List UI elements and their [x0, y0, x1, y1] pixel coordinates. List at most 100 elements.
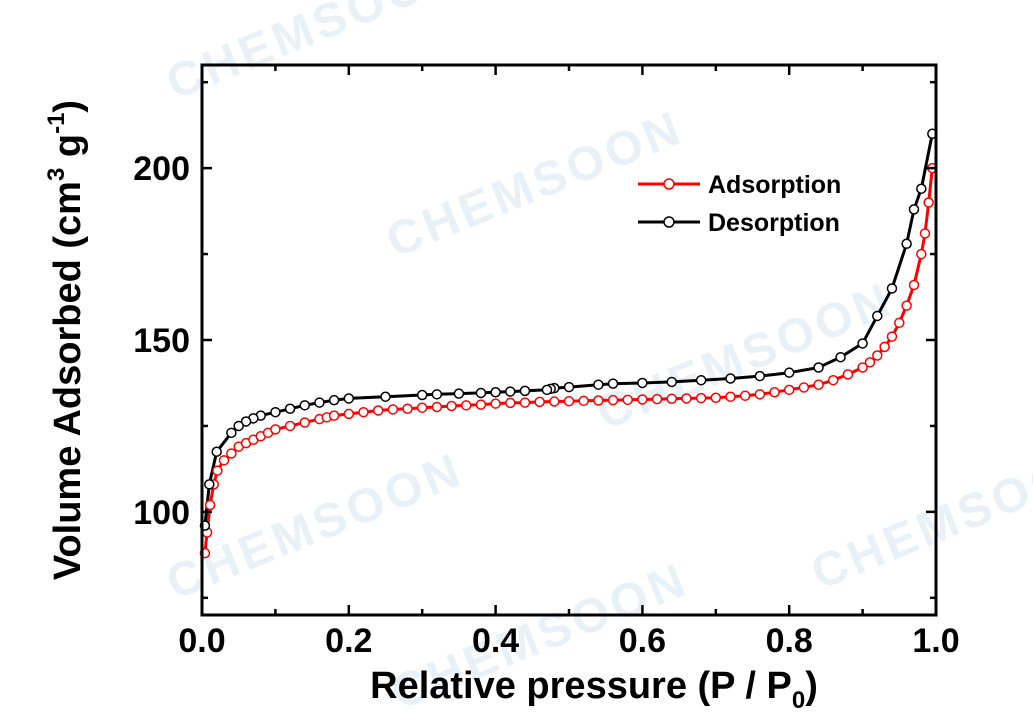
- data-point-adsorption: [607, 394, 619, 406]
- data-point-adsorption: [372, 405, 384, 416]
- data-point-desorption: [380, 391, 391, 402]
- data-point-desorption: [872, 310, 883, 322]
- data-point-desorption: [299, 400, 311, 411]
- data-point-desorption: [505, 386, 516, 397]
- data-point-desorption: [284, 403, 296, 414]
- x-tick-label: 0.4: [472, 622, 519, 660]
- data-point-desorption: [204, 479, 215, 490]
- x-axis-title-main: Relative pressure (P / P: [370, 665, 792, 707]
- data-point-desorption: [857, 338, 868, 349]
- data-point-adsorption: [505, 397, 516, 409]
- data-point-adsorption: [710, 392, 722, 403]
- data-point-desorption: [637, 377, 648, 389]
- x-axis-title-subscript: 0: [792, 687, 805, 714]
- data-point-desorption: [240, 416, 252, 427]
- data-point-desorption: [211, 446, 222, 457]
- data-point-desorption: [416, 389, 428, 401]
- data-point-adsorption: [739, 390, 751, 401]
- data-point-desorption: [813, 362, 824, 373]
- data-point-desorption: [593, 379, 604, 390]
- legend-label-adsorption: Adsorption: [708, 171, 841, 199]
- data-point-adsorption: [490, 398, 501, 409]
- data-point-adsorption: [578, 395, 589, 407]
- data-point-adsorption: [534, 396, 545, 408]
- y-axis-title-superscript-1: 3: [43, 168, 70, 181]
- y-axis-title-end: ): [47, 100, 89, 113]
- x-tick-label: 0.8: [766, 622, 813, 660]
- legend: Adsorption Desorption: [638, 171, 841, 237]
- data-point-adsorption: [475, 399, 487, 410]
- data-point-adsorption: [857, 362, 868, 373]
- data-point-adsorption: [563, 395, 575, 407]
- data-point-desorption: [886, 283, 898, 294]
- data-point-adsorption: [460, 400, 472, 411]
- data-point-adsorption: [894, 317, 905, 329]
- y-axis-title-superscript-2: -1: [43, 113, 70, 134]
- data-point-adsorption: [923, 197, 934, 208]
- data-point-adsorption: [798, 382, 810, 393]
- data-point-adsorption: [549, 396, 560, 407]
- series-layer: [199, 128, 938, 559]
- data-point-adsorption: [226, 448, 237, 459]
- data-point-adsorption: [783, 384, 795, 396]
- data-point-adsorption: [725, 391, 736, 402]
- y-axis-title-main: Volume Adsorbed (cm: [47, 181, 89, 580]
- data-point-adsorption: [402, 403, 413, 414]
- y-tick-label: 150: [133, 322, 190, 360]
- data-point-adsorption: [622, 394, 633, 406]
- y-tick-label: 200: [133, 150, 190, 188]
- data-point-desorption: [541, 384, 553, 396]
- data-point-desorption: [916, 183, 927, 194]
- y-tick-label: 100: [133, 494, 190, 532]
- data-point-adsorption: [637, 394, 648, 405]
- data-point-desorption: [519, 385, 531, 397]
- data-point-adsorption: [343, 408, 355, 420]
- data-point-adsorption: [879, 341, 890, 353]
- data-point-desorption: [666, 376, 678, 388]
- data-point-adsorption: [666, 393, 678, 405]
- legend-marker-desorption: [663, 216, 675, 228]
- data-point-adsorption: [901, 300, 912, 311]
- data-point-adsorption: [916, 248, 927, 260]
- data-point-adsorption: [842, 369, 854, 380]
- data-point-desorption: [695, 374, 707, 386]
- data-point-adsorption: [299, 417, 311, 428]
- x-axis-title-end: ): [805, 665, 818, 707]
- data-point-desorption: [431, 389, 443, 400]
- data-point-adsorption: [754, 389, 766, 400]
- data-point-adsorption: [212, 465, 223, 476]
- data-point-adsorption: [519, 397, 531, 408]
- data-point-adsorption: [651, 393, 663, 405]
- watermark-text: CHEMSOON: [159, 0, 471, 110]
- data-point-adsorption: [358, 406, 369, 418]
- data-point-desorption: [908, 204, 920, 215]
- data-point-desorption: [754, 370, 766, 382]
- data-point-adsorption: [813, 379, 824, 390]
- data-point-desorption: [835, 351, 846, 363]
- data-point-desorption: [490, 387, 501, 398]
- data-point-adsorption: [446, 400, 457, 412]
- data-point-adsorption: [886, 331, 898, 342]
- data-point-desorption: [453, 388, 465, 399]
- data-point-adsorption: [218, 455, 230, 466]
- data-point-adsorption: [270, 424, 281, 435]
- data-point-desorption: [607, 378, 619, 389]
- data-point-adsorption: [864, 357, 876, 368]
- data-point-desorption: [563, 381, 575, 393]
- data-point-desorption: [725, 373, 736, 384]
- data-point-desorption: [328, 394, 340, 406]
- data-point-adsorption: [827, 374, 839, 386]
- data-point-adsorption: [593, 395, 604, 406]
- data-point-adsorption: [284, 420, 296, 432]
- y-axis-title-mid: g: [47, 134, 89, 168]
- data-point-desorption: [233, 420, 244, 432]
- data-point-adsorption: [908, 279, 920, 291]
- data-point-desorption: [901, 238, 912, 249]
- x-tick-label: 0.0: [178, 622, 225, 660]
- data-point-desorption: [226, 427, 237, 439]
- data-point-desorption: [783, 367, 795, 378]
- y-axis-title: Volume Adsorbed (cm3 g-1): [43, 100, 89, 580]
- data-point-desorption: [270, 406, 281, 418]
- watermark-text: CHEMSOON: [804, 433, 1033, 600]
